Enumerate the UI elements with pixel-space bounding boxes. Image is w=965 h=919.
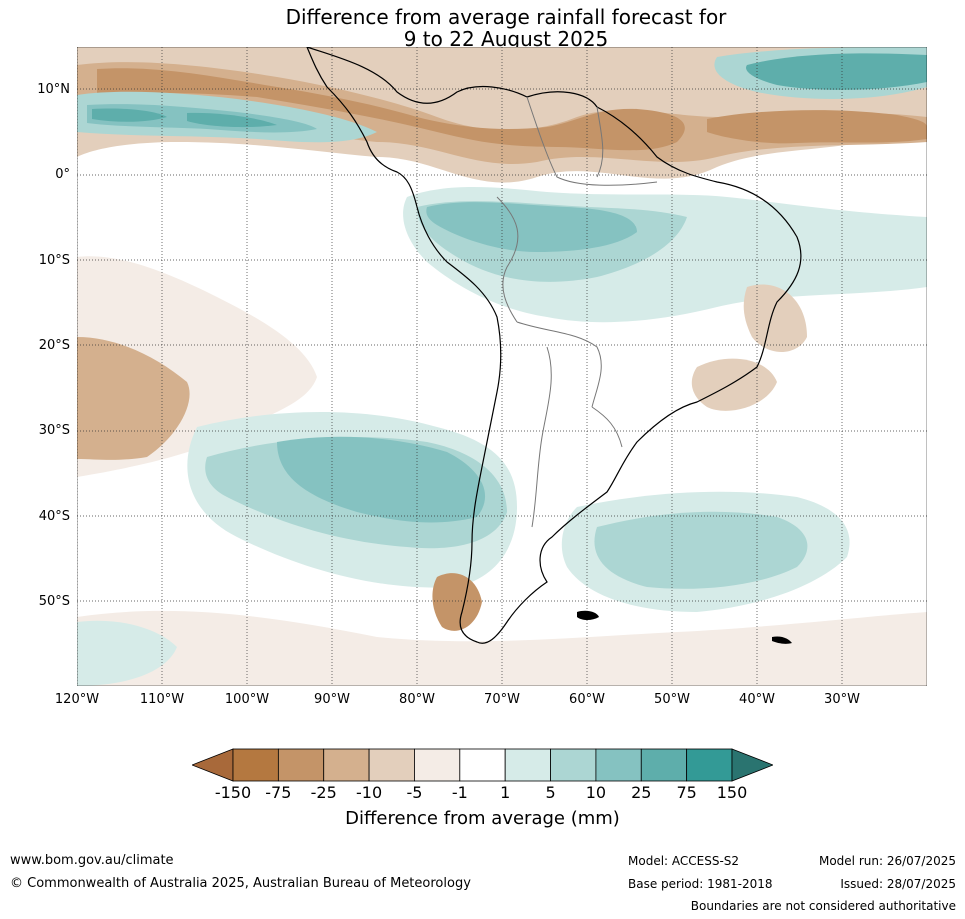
footer-base-period: Base period: 1981-2018 — [628, 877, 773, 891]
dry-patch-patagonia — [432, 573, 482, 631]
dry-strong-east — [707, 110, 927, 144]
wet-strong-amazon — [426, 202, 637, 252]
lat-label-50s: 50°S — [38, 594, 70, 609]
south-georgia — [772, 636, 792, 644]
lon-label-110w: 110°W — [139, 692, 185, 707]
rainfall-anomaly-map — [77, 47, 927, 686]
dry-band-bottom — [77, 610, 927, 686]
footer-issued: Issued: 28/07/2025 — [840, 877, 956, 891]
colorbar-tick-label: 1 — [500, 783, 511, 802]
colorbar-tick-label: -150 — [214, 783, 252, 802]
colorbar-cell — [414, 748, 461, 782]
colorbar-cell — [640, 748, 688, 782]
lat-label-30s: 30°S — [38, 423, 70, 438]
colorbar-tick-label: 25 — [631, 783, 652, 802]
map-title-line2: 9 to 22 August 2025 — [403, 27, 609, 51]
colorbar-tick-label: -5 — [406, 783, 423, 802]
colorbar-cell — [686, 748, 733, 782]
lon-label-90w: 90°W — [314, 692, 350, 707]
colorbar-tick-label: -75 — [265, 783, 292, 802]
footer-url: www.bom.gov.au/climate — [10, 853, 174, 868]
dry-core-sw-pacific — [77, 337, 190, 460]
dry-patch-se — [691, 358, 777, 411]
colorbar-cell — [368, 748, 415, 782]
colorbar-cell — [232, 748, 279, 782]
colorbar-cell — [277, 748, 325, 782]
dry-patch-e — [743, 284, 807, 352]
lon-label-70w: 70°W — [484, 692, 520, 707]
footer-model-run: Model run: 26/07/2025 — [818, 854, 956, 868]
colorbar-cell — [550, 748, 597, 782]
colorbar-tick-label: 150 — [716, 783, 748, 802]
country-borders — [496, 96, 658, 528]
colorbar-extend-low — [192, 748, 234, 782]
footer-copyright: © Commonwealth of Australia 2025, Austra… — [10, 876, 471, 891]
colorbar-tick-label: 10 — [585, 783, 607, 802]
lon-label-50w: 50°W — [654, 692, 690, 707]
colorbar-tick-label: 75 — [676, 783, 697, 802]
wet-strong-nw2 — [187, 112, 277, 128]
lon-label-100w: 100°W — [224, 692, 270, 707]
colorbar-cell — [504, 748, 551, 782]
lon-label-120w: 120°W — [54, 692, 100, 707]
colorbar — [192, 748, 773, 782]
lat-label-10s: 10°S — [38, 253, 70, 268]
wet-strong-south — [277, 436, 486, 523]
lon-label-40w: 40°W — [739, 692, 775, 707]
colorbar-cell — [323, 748, 370, 782]
colorbar-tick-label: -10 — [356, 783, 383, 802]
lon-label-60w: 60°W — [569, 692, 605, 707]
wet-patch-bottom-left — [77, 620, 177, 686]
colorbar-tick-label: -1 — [451, 783, 468, 802]
colorbar-tick-label: -25 — [310, 783, 337, 802]
wet-strong-nw — [92, 108, 167, 122]
wet-core-south-atl — [594, 511, 808, 589]
footer-model: Model: ACCESS-S2 — [628, 854, 740, 868]
gridlines — [77, 47, 927, 686]
lat-label-10n: 10°N — [37, 82, 70, 97]
colorbar-tick-label: 5 — [545, 783, 556, 802]
colorbar-extend-high — [731, 748, 773, 782]
wet-core-ne — [746, 53, 927, 90]
map-title-line1: Difference from average rainfall forecas… — [285, 5, 727, 29]
south-america-coastline — [306, 47, 802, 644]
colorbar-title: Difference from average (mm) — [345, 808, 620, 829]
falkland-islands — [577, 610, 599, 620]
lon-label-80w: 80°W — [399, 692, 435, 707]
colorbar-cell — [459, 748, 506, 782]
lat-label-40s: 40°S — [38, 509, 70, 524]
dry-core-north — [77, 62, 927, 165]
colorbar-cell — [595, 748, 642, 782]
lon-label-30w: 30°W — [824, 692, 860, 707]
lat-label-0: 0° — [55, 167, 70, 182]
footer-disclaimer: Boundaries are not considered authoritat… — [690, 899, 956, 913]
lat-label-20s: 20°S — [38, 338, 70, 353]
